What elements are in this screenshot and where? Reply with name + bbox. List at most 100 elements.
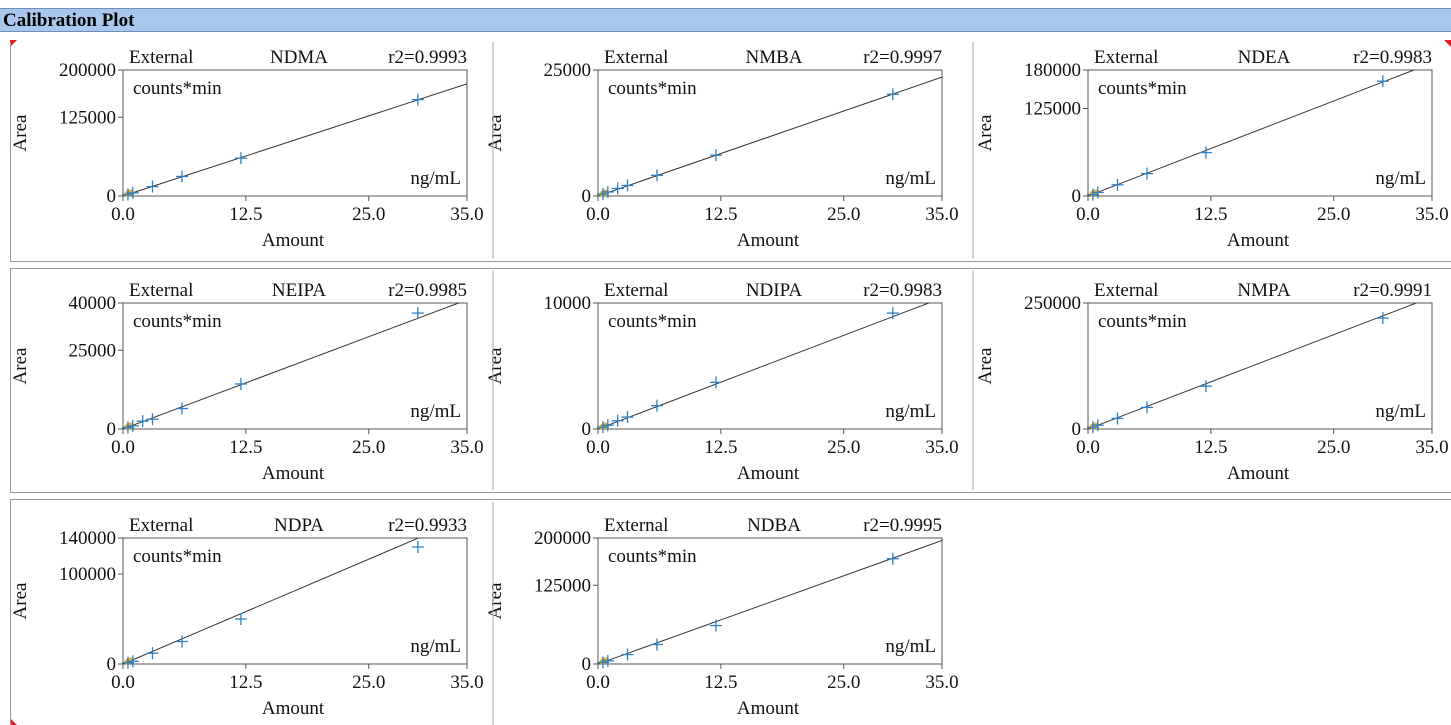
calibration-point [886,307,899,320]
calibration-point [1086,421,1099,434]
r2-value: r2=0.9991 [1353,280,1432,301]
compound-name: NEIPA [272,280,326,301]
method-label: External [604,47,668,68]
x-tick-label: 25.0 [827,672,860,693]
method-label: External [1094,47,1158,68]
r2-value: r2=0.9983 [863,280,942,301]
title-bar: Calibration Plot [0,8,1451,32]
y-tick-label: 140000 [59,528,116,549]
calibration-point [175,170,188,183]
x-tick-label: 0.0 [111,204,135,225]
x-tick-label: 12.5 [704,672,737,693]
calibration-point [136,415,149,428]
calibration-plot-ndpa: External NDPA r2=0.9933 counts*min ng/mL 0 100… [10,515,484,719]
x-tick-label: 35.0 [925,437,958,458]
row-separator-2 [10,492,1451,500]
regression-line [123,83,467,196]
calibration-point [411,307,424,320]
area-units-label: counts*min [1098,311,1187,332]
calibration-point [1199,146,1212,159]
compound-name: NDMA [270,47,328,68]
x-tick-label: 0.0 [586,437,610,458]
compound-name: NMBA [745,47,802,68]
corner-triangle-icon [1444,40,1451,47]
window-title: Calibration Plot [3,10,135,31]
calibration-point [650,169,663,182]
x-tick-label: 25.0 [827,437,860,458]
y-tick-label: 0 [1072,186,1082,207]
y-axis-title: Area [10,114,31,151]
calibration-point [601,654,614,667]
corner-triangle-bottom-icon [10,718,17,725]
calibration-plot-nmba: External NMBA r2=0.9997 counts*min ng/mL 0 250… [485,47,959,251]
x-axis-title: Amount [262,698,325,719]
x-tick-label: 12.5 [704,204,737,225]
calibration-point [621,179,634,192]
calibration-point [126,419,139,432]
y-tick-label: 200000 [59,60,116,81]
calibration-plot-neipa: External NEIPA r2=0.9985 counts*min ng/mL 0 25… [10,280,484,484]
x-axis-title: Amount [737,698,800,719]
plot-frame [597,302,943,430]
x-tick-label: 0.0 [1076,204,1100,225]
r2-value: r2=0.9983 [1353,47,1432,68]
regression-line [598,540,942,664]
y-axis-title: Area [485,114,506,151]
x-tick-label: 12.5 [229,437,262,458]
x-axis-title: Amount [262,463,325,484]
compound-name: NDBA [747,515,801,536]
x-tick-label: 25.0 [352,437,385,458]
calibration-point [146,647,159,660]
y-axis-title: Area [485,347,506,384]
calibration-point [886,552,899,565]
x-tick-label: 35.0 [450,672,483,693]
y-axis-title: Area [975,114,996,151]
calibration-point [175,402,188,415]
calibration-point [126,186,139,199]
r2-value: r2=0.9933 [388,515,467,536]
y-tick-label: 250000 [1024,293,1081,314]
calibration-point [650,638,663,651]
r2-value: r2=0.9993 [388,47,467,68]
plot-frame [1087,302,1433,430]
calibration-point [596,656,609,669]
y-tick-label: 10000 [544,293,592,314]
compound-name: NMPA [1237,280,1290,301]
y-tick-label: 125000 [59,107,116,128]
y-tick-label: 0 [582,654,592,675]
amount-units-label: ng/mL [410,401,461,422]
area-units-label: counts*min [1098,78,1187,99]
r2-value: r2=0.9997 [863,47,942,68]
y-tick-label: 100000 [59,564,116,585]
calibration-point [596,421,609,434]
amount-units-label: ng/mL [885,636,936,657]
collapse-triangle-icon[interactable] [10,40,17,47]
calibration-point [411,93,424,106]
area-units-label: counts*min [608,78,697,99]
method-label: External [129,515,193,536]
calibration-point [1086,188,1099,201]
calibration-point [121,421,134,434]
y-tick-label: 180000 [1024,60,1081,81]
calibration-plot-ndba: External NDBA r2=0.9995 counts*min ng/mL 0 125… [485,515,959,719]
x-axis-title: Amount [262,230,325,251]
x-axis-title: Amount [737,230,800,251]
calibration-point [411,541,424,553]
regression-line [598,76,942,196]
regression-line [123,538,420,664]
x-tick-label: 0.0 [1076,437,1100,458]
regression-line [123,303,461,429]
y-tick-label: 0 [107,419,117,440]
y-axis-title: Area [10,582,31,619]
calibration-point [886,88,899,101]
x-tick-label: 12.5 [229,204,262,225]
x-axis-title: Amount [1227,463,1290,484]
calibration-plot-ndma: External NDMA r2=0.9993 counts*min ng/mL 0 125… [10,47,484,251]
calibration-point [1199,380,1212,393]
y-tick-label: 0 [582,186,592,207]
calibration-point [1376,75,1389,88]
y-tick-label: 125000 [1024,99,1081,120]
amount-units-label: ng/mL [410,636,461,657]
y-tick-label: 0 [107,186,117,207]
